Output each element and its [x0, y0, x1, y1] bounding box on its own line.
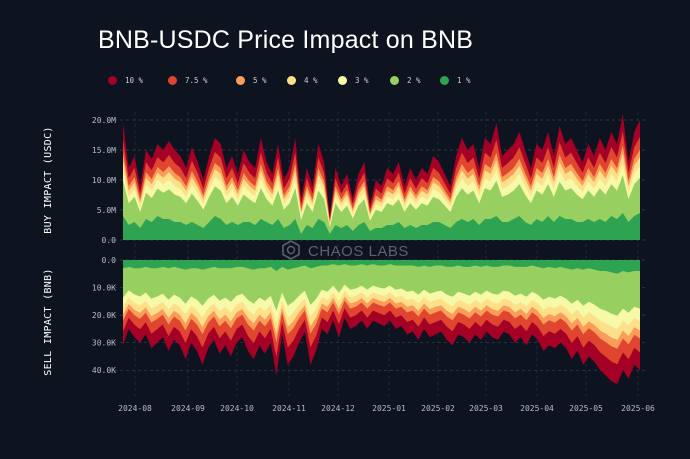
legend-swatch [390, 75, 399, 85]
x-tick-label: 2024-10 [220, 404, 254, 413]
legend-swatch [236, 75, 245, 85]
x-tick-label: 2025-03 [469, 404, 503, 413]
x-tick-label: 2024-12 [321, 404, 355, 413]
buy-area-1pct [123, 213, 640, 240]
legend-item: 5 % [236, 75, 287, 85]
legend-swatch [108, 75, 117, 85]
y-tick-label: 10.0K [92, 284, 116, 293]
legend-label: 1 % [457, 75, 471, 85]
x-tick-label: 2024-08 [118, 404, 152, 413]
chart-title: BNB-USDC Price Impact on BNB [98, 26, 474, 54]
x-tick-label: 2025-05 [569, 404, 603, 413]
legend-item: 4 % [287, 75, 338, 85]
legend-label: 5 % [253, 75, 267, 85]
legend-label: 3 % [355, 75, 369, 85]
y-tick-label: 5.0M [97, 206, 116, 215]
y-tick-label: 40.0K [92, 366, 116, 375]
legend-label: 7.5 % [185, 75, 208, 85]
legend-label: 2 % [407, 75, 421, 85]
legend-item: 2 % [390, 75, 440, 85]
legend-swatch [440, 75, 449, 85]
legend: 10 % 7.5 % 5 % 4 % 3 % 2 % 1 % [108, 73, 480, 87]
buy-axis-title: BUY IMPACT (USDC) [43, 126, 54, 233]
legend-item: 1 % [440, 75, 480, 85]
y-tick-label: 20.0M [92, 116, 116, 125]
x-tick-label: 2024-09 [171, 404, 205, 413]
legend-swatch [168, 75, 177, 85]
x-tick-label: 2025-04 [520, 404, 554, 413]
y-tick-label: 10.0M [92, 176, 116, 185]
y-tick-label: 30.0K [92, 339, 116, 348]
x-tick-label: 2025-06 [621, 404, 655, 413]
sell-area-2pct [123, 260, 640, 316]
y-tick-label: 0.0 [102, 236, 117, 245]
sell-area-1pct [123, 260, 640, 274]
legend-item: 7.5 % [168, 75, 236, 85]
y-tick-label: 15.0M [92, 146, 116, 155]
x-tick-label: 2024-11 [272, 404, 306, 413]
legend-item: 10 % [108, 75, 168, 85]
legend-label: 10 % [125, 75, 144, 85]
x-tick-label: 2025-02 [421, 404, 455, 413]
legend-label: 4 % [304, 75, 318, 85]
legend-item: 3 % [338, 75, 390, 85]
sell-axis-title: SELL IMPACT (BNB) [43, 268, 54, 375]
y-tick-label: 0.0 [102, 256, 117, 265]
watermark-text: CHAOS LABS [308, 243, 409, 260]
legend-swatch [287, 75, 296, 85]
chaos-labs-logo-icon [282, 240, 300, 260]
y-tick-label: 20.0K [92, 311, 116, 320]
x-tick-label: 2025-01 [372, 404, 406, 413]
legend-swatch [338, 75, 347, 85]
